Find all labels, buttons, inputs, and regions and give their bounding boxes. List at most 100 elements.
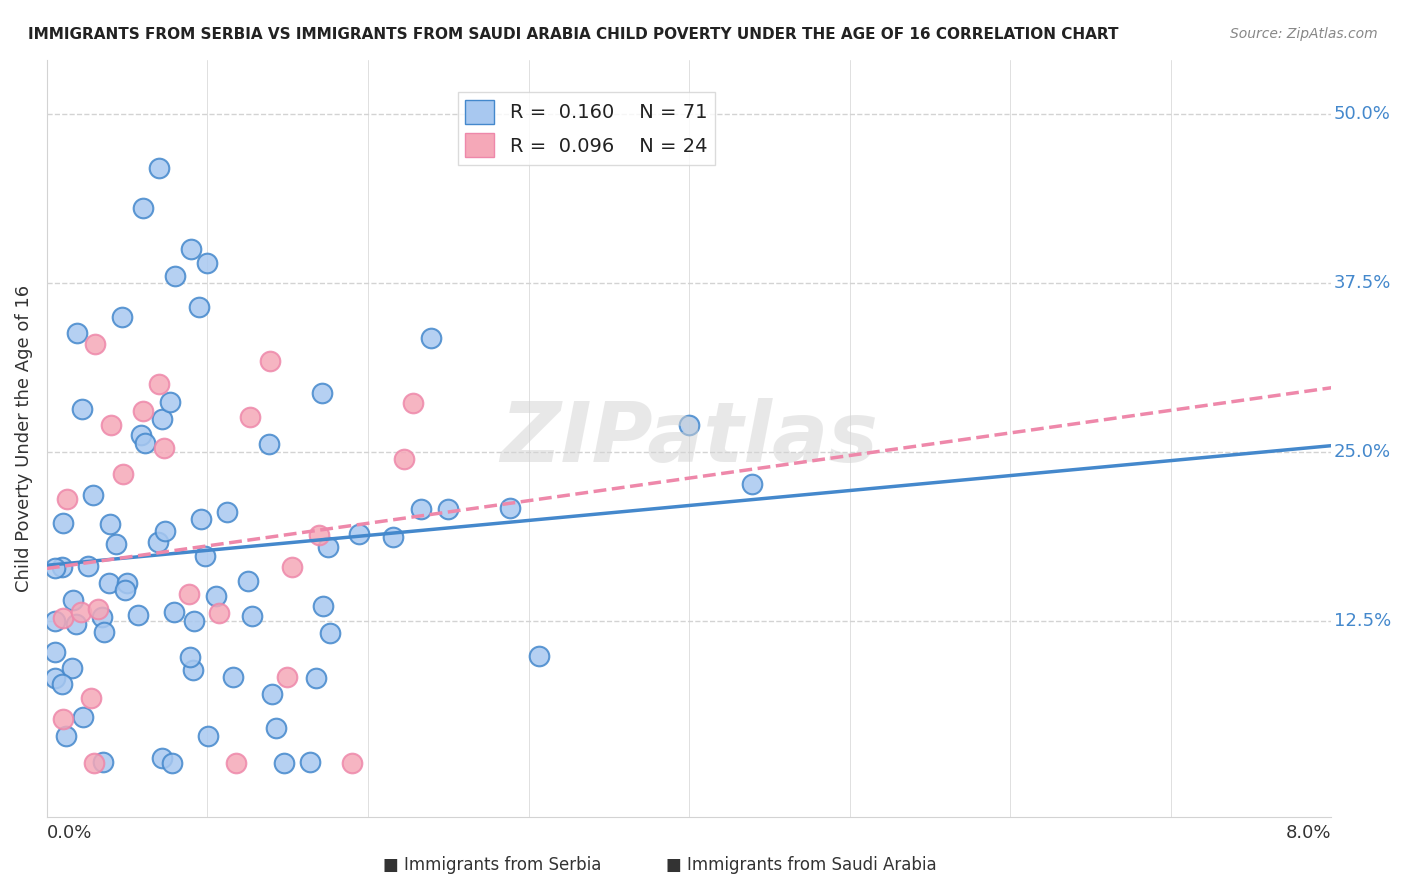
Point — [319, 626, 342, 640]
Point — [52, 516, 75, 530]
Point — [276, 670, 298, 684]
Point — [98, 516, 121, 531]
Point — [146, 535, 169, 549]
Point — [225, 756, 247, 770]
Point — [91, 755, 114, 769]
Point — [44, 614, 66, 628]
Point — [153, 441, 176, 455]
Point — [76, 559, 98, 574]
Text: 8.0%: 8.0% — [1286, 824, 1331, 842]
Point — [197, 255, 219, 269]
Point — [190, 511, 212, 525]
Point — [82, 487, 104, 501]
Point — [127, 607, 149, 622]
Point — [55, 729, 77, 743]
Point — [152, 411, 174, 425]
Text: ■ Immigrants from Serbia: ■ Immigrants from Serbia — [382, 856, 602, 874]
Point — [381, 530, 404, 544]
Point — [741, 477, 763, 491]
Point — [129, 428, 152, 442]
Point — [311, 385, 333, 400]
Point — [180, 242, 202, 256]
Point — [215, 505, 238, 519]
Point — [162, 756, 184, 770]
Point — [347, 527, 370, 541]
Point — [179, 587, 201, 601]
Point — [316, 540, 339, 554]
Point — [259, 354, 281, 368]
Point — [97, 575, 120, 590]
Point — [159, 395, 181, 409]
Point — [155, 524, 177, 539]
Point — [402, 395, 425, 409]
Point — [51, 677, 73, 691]
Point — [148, 161, 170, 175]
Point — [44, 561, 66, 575]
Text: ■ Immigrants from Saudi Arabia: ■ Immigrants from Saudi Arabia — [666, 856, 936, 874]
Point — [392, 452, 415, 467]
Point — [72, 401, 94, 416]
Point — [411, 502, 433, 516]
Point — [163, 605, 186, 619]
Point — [208, 607, 231, 621]
Point — [238, 574, 260, 588]
Point — [298, 756, 321, 770]
Point — [239, 409, 262, 424]
Point — [52, 611, 75, 625]
Point — [105, 536, 128, 550]
Point — [44, 645, 66, 659]
Point — [66, 326, 89, 340]
Point — [72, 710, 94, 724]
Point — [93, 625, 115, 640]
Point — [197, 729, 219, 743]
Point — [257, 437, 280, 451]
Text: ZIPatlas: ZIPatlas — [501, 398, 879, 479]
Point — [183, 614, 205, 628]
Point — [84, 336, 107, 351]
Point — [499, 501, 522, 516]
Point — [87, 601, 110, 615]
Point — [340, 756, 363, 770]
Point — [678, 417, 700, 432]
Point — [65, 616, 87, 631]
Point — [262, 687, 284, 701]
Point — [91, 609, 114, 624]
Point — [60, 661, 83, 675]
Point — [179, 650, 201, 665]
Point — [114, 583, 136, 598]
Point — [148, 377, 170, 392]
Point — [305, 671, 328, 685]
Point — [62, 593, 84, 607]
Point — [437, 501, 460, 516]
Point — [420, 331, 443, 345]
Text: IMMIGRANTS FROM SERBIA VS IMMIGRANTS FROM SAUDI ARABIA CHILD POVERTY UNDER THE A: IMMIGRANTS FROM SERBIA VS IMMIGRANTS FRO… — [28, 27, 1119, 42]
Point — [266, 721, 288, 735]
Point — [527, 649, 550, 664]
Point — [115, 576, 138, 591]
Point — [308, 528, 330, 542]
Point — [70, 605, 93, 619]
Point — [111, 310, 134, 324]
Point — [83, 756, 105, 770]
Point — [165, 268, 187, 283]
Text: 12.5%: 12.5% — [1334, 612, 1392, 630]
Point — [273, 756, 295, 770]
Point — [112, 467, 135, 482]
Text: 0.0%: 0.0% — [46, 824, 93, 842]
Point — [181, 663, 204, 677]
Point — [80, 691, 103, 706]
Point — [51, 560, 73, 574]
Y-axis label: Child Poverty Under the Age of 16: Child Poverty Under the Age of 16 — [15, 285, 32, 592]
Point — [312, 599, 335, 614]
Point — [100, 417, 122, 432]
Text: 37.5%: 37.5% — [1334, 274, 1392, 292]
Text: 50.0%: 50.0% — [1334, 104, 1391, 123]
Point — [204, 589, 226, 603]
Point — [56, 491, 79, 506]
Point — [44, 672, 66, 686]
Legend: R =  0.160    N = 71, R =  0.096    N = 24: R = 0.160 N = 71, R = 0.096 N = 24 — [457, 92, 716, 165]
Point — [150, 751, 173, 765]
Point — [134, 436, 156, 450]
Text: Source: ZipAtlas.com: Source: ZipAtlas.com — [1230, 27, 1378, 41]
Text: 25.0%: 25.0% — [1334, 443, 1391, 461]
